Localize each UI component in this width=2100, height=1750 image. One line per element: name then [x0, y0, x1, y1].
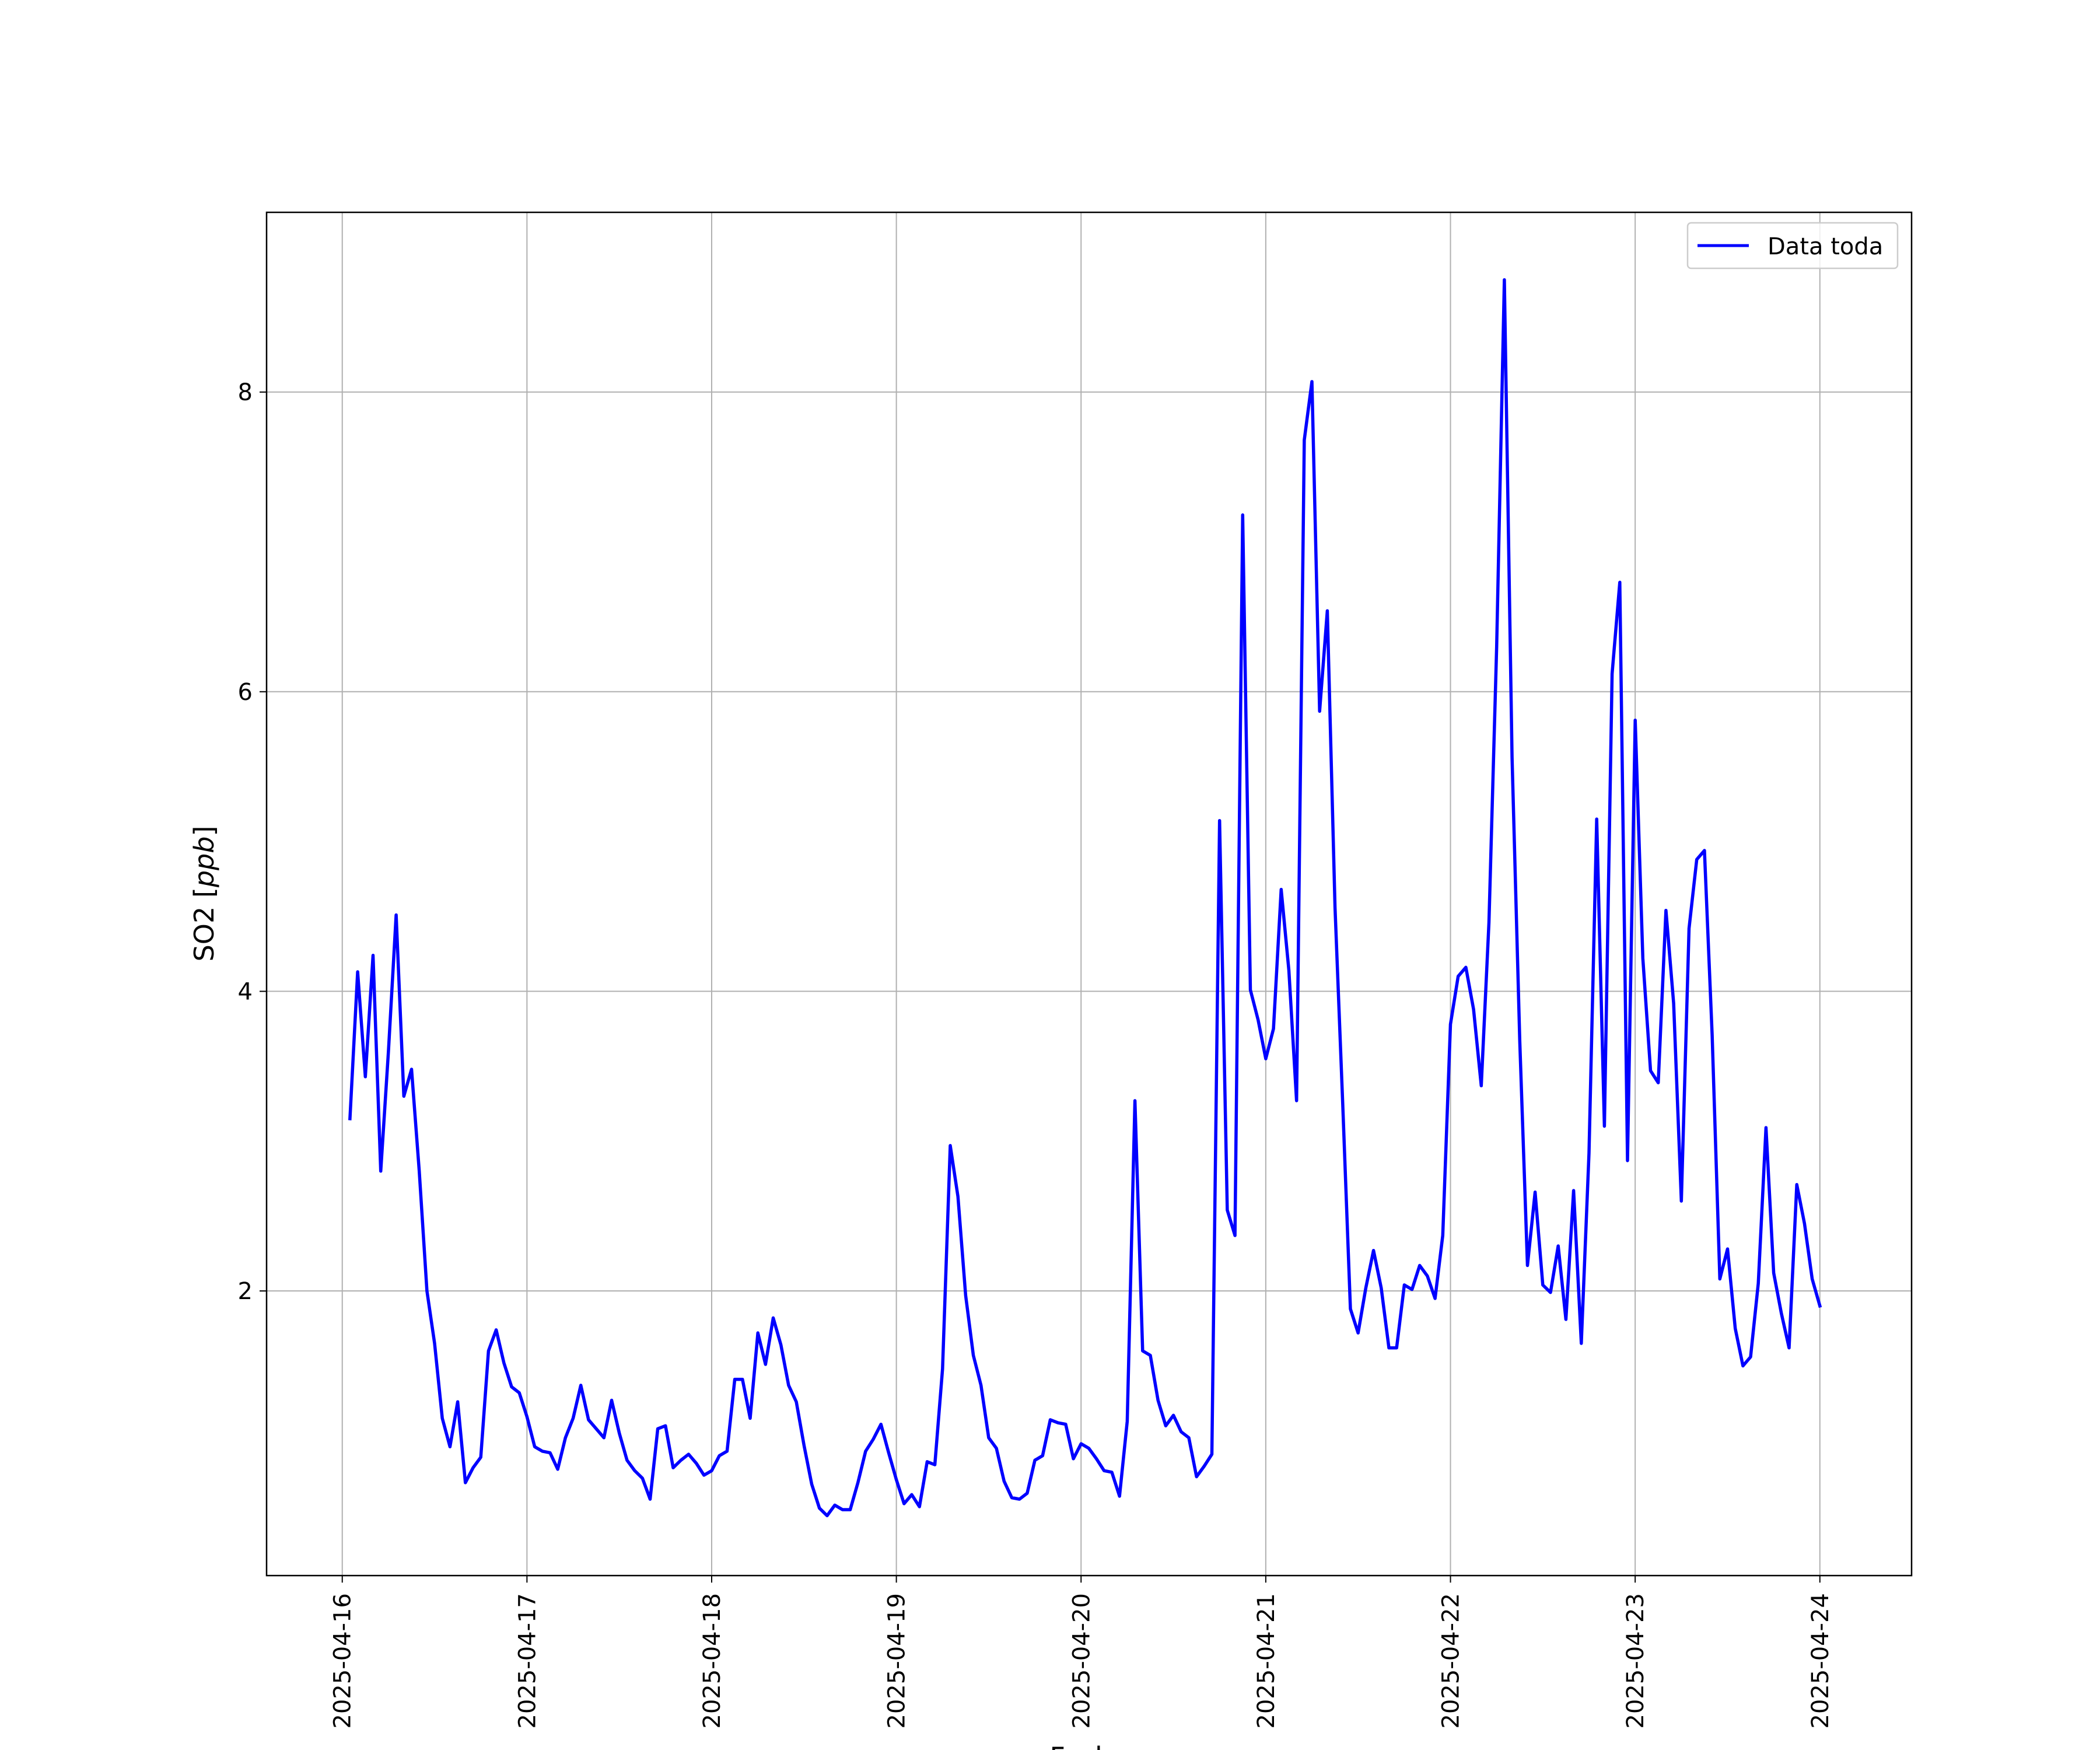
x-axis-label: Fecha — [1050, 1741, 1129, 1750]
series-layer — [348, 278, 1822, 1518]
x-tick-label: 2025-04-21 — [1253, 1593, 1280, 1728]
plot-area — [267, 212, 1912, 1576]
x-tick-label: 2025-04-17 — [514, 1593, 541, 1728]
y-axis-label-unit-open: [ — [188, 887, 220, 898]
x-tick-label: 2025-04-19 — [884, 1593, 911, 1728]
y-tick-label: 6 — [238, 679, 253, 706]
x-tick-label: 2025-04-20 — [1068, 1593, 1095, 1728]
x-tick-label: 2025-04-23 — [1622, 1593, 1649, 1728]
x-tick-label: 2025-04-16 — [330, 1593, 356, 1728]
y-tick-label: 8 — [238, 379, 253, 406]
axes: 2025-04-16 2025-04-17 2025-04-18 2025-04-19… — [238, 379, 1834, 1728]
y-axis-label-text: SO2 — [188, 907, 220, 962]
legend-series-label: Data toda — [1768, 233, 1883, 260]
x-tick-label: 2025-04-22 — [1438, 1593, 1465, 1728]
y-tick-label: 2 — [238, 1278, 253, 1305]
legend: Data toda — [1686, 222, 1899, 270]
x-tick-label: 2025-04-24 — [1807, 1593, 1834, 1728]
grid — [267, 212, 1912, 1576]
y-axis-label: SO2 [ppb] — [188, 826, 220, 962]
legend-box — [1686, 222, 1899, 270]
plot-frame — [265, 211, 1913, 1577]
x-tick-label: 2025-04-18 — [699, 1593, 726, 1728]
y-tick-label: 4 — [238, 978, 253, 1005]
y-axis-label-unit-close: ] — [188, 826, 220, 836]
y-axis-label-unit: ppb — [188, 836, 220, 888]
series-line-0 — [348, 278, 1822, 1518]
